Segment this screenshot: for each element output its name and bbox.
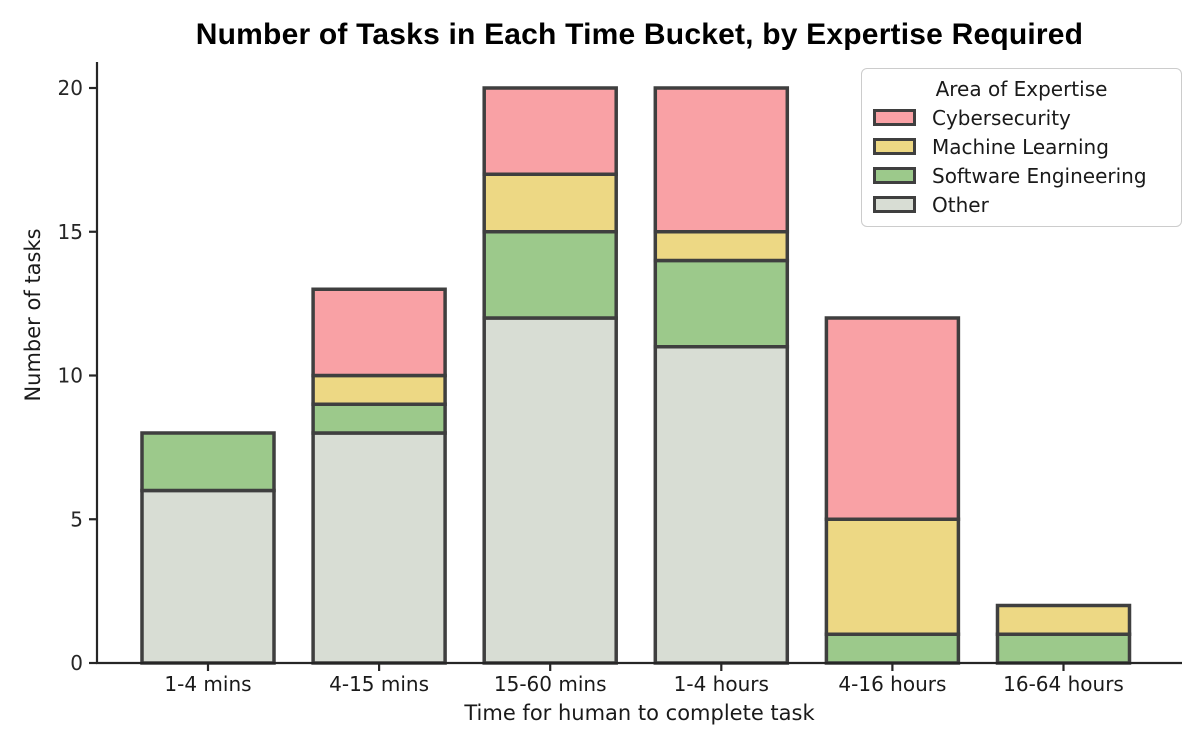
legend-label-other: Other — [932, 192, 989, 217]
bar-segment-software-engineering — [995, 632, 1132, 665]
bar-segment-software-engineering — [653, 258, 790, 349]
bar-segment-other — [140, 488, 276, 665]
legend-label-software-engineering: Software Engineering — [932, 163, 1147, 188]
x-tick-label: 4-15 mins — [329, 672, 429, 696]
bar-segment-machine-learning — [653, 230, 790, 263]
legend-item-cybersecurity: Cybersecurity — [862, 103, 1181, 132]
legend-label-cybersecurity: Cybersecurity — [932, 105, 1071, 130]
bar-segment-software-engineering — [482, 230, 618, 320]
x-tick-label: 4-16 hours — [838, 672, 946, 696]
legend-item-software-engineering: Software Engineering — [862, 161, 1181, 190]
y-tick-label: 15 — [58, 220, 83, 244]
x-axis-label: Time for human to complete task — [464, 701, 815, 725]
x-tick-label: 15-60 mins — [494, 672, 607, 696]
bar-segment-software-engineering — [824, 632, 961, 665]
legend-swatch-machine-learning — [873, 138, 916, 155]
bar-segment-cybersecurity — [653, 86, 790, 234]
legend-item-other: Other — [862, 190, 1181, 219]
legend-title: Area of Expertise — [935, 77, 1108, 101]
y-tick-label: 5 — [70, 507, 83, 531]
legend-swatch-cybersecurity — [873, 109, 916, 126]
y-tick-label: 0 — [70, 651, 83, 675]
x-tick-label: 1-4 mins — [164, 672, 251, 696]
x-tick-label: 1-4 hours — [674, 672, 769, 696]
legend-label-machine-learning: Machine Learning — [932, 134, 1109, 159]
x-tick-label: 16-64 hours — [1003, 672, 1124, 696]
bar-segment-other — [311, 431, 447, 665]
chart-title: Number of Tasks in Each Time Bucket, by … — [195, 18, 1084, 51]
bar-segment-machine-learning — [995, 603, 1132, 636]
bar-segment-cybersecurity — [482, 86, 618, 176]
bar-segment-machine-learning — [824, 517, 961, 636]
y-tick-label: 20 — [58, 76, 83, 100]
legend-item-machine-learning: Machine Learning — [862, 132, 1181, 161]
bar-segment-cybersecurity — [311, 287, 447, 378]
bar-segment-machine-learning — [311, 373, 447, 406]
bar-segment-other — [482, 316, 618, 665]
legend-box: Area of Expertise Cybersecurity Machine … — [861, 68, 1182, 227]
legend-swatch-other — [873, 196, 916, 213]
bar-segment-cybersecurity — [824, 316, 961, 521]
y-tick-label: 10 — [58, 364, 83, 388]
bar-segment-machine-learning — [482, 172, 618, 234]
bar-segment-other — [653, 345, 790, 665]
bar-segment-software-engineering — [311, 402, 447, 435]
bar-segment-software-engineering — [140, 431, 276, 493]
legend-swatch-software-engineering — [873, 167, 916, 184]
y-axis-label: Number of tasks — [21, 228, 45, 402]
